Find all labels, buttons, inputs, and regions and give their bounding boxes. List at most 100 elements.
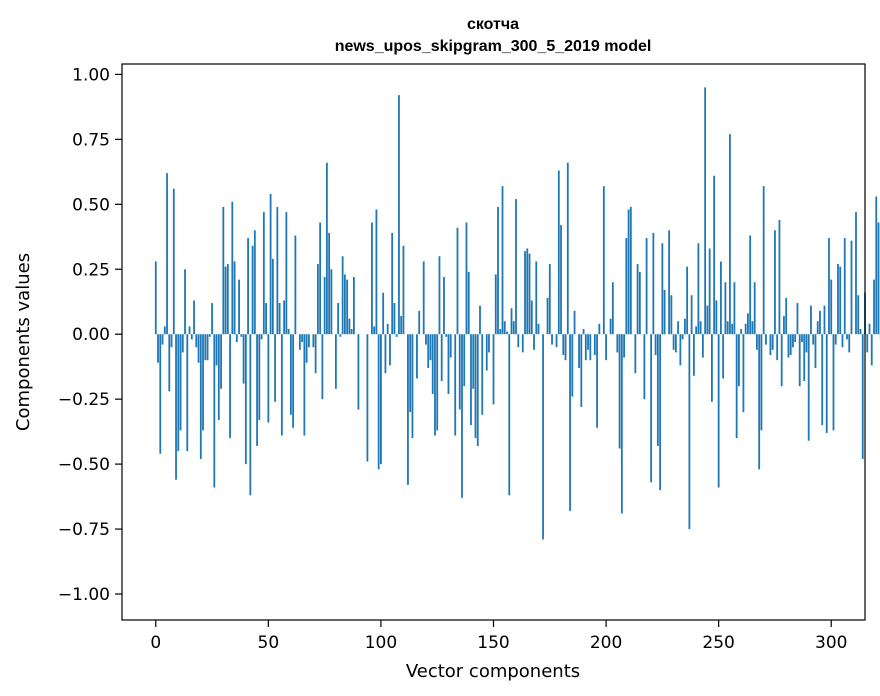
bar-305 bbox=[841, 334, 844, 348]
bar-47 bbox=[260, 334, 263, 340]
bar-266 bbox=[753, 282, 756, 335]
x-tick-label: 300 bbox=[815, 633, 847, 653]
bar-85 bbox=[346, 279, 349, 335]
bar-117 bbox=[418, 310, 421, 335]
bar-221 bbox=[652, 232, 655, 335]
bar-286 bbox=[798, 334, 801, 387]
bar-13 bbox=[184, 269, 186, 335]
bar-136 bbox=[461, 334, 463, 498]
bar-78 bbox=[330, 269, 333, 335]
bar-240 bbox=[695, 326, 698, 335]
bar-230 bbox=[672, 334, 675, 350]
bar-49 bbox=[265, 303, 267, 335]
bar-259 bbox=[738, 334, 740, 387]
bar-109 bbox=[400, 316, 403, 335]
x-tick-label: 150 bbox=[477, 633, 509, 653]
bar-261 bbox=[742, 334, 745, 413]
bar-288 bbox=[803, 334, 806, 381]
bar-285 bbox=[796, 303, 799, 335]
bar-25 bbox=[211, 303, 213, 335]
bar-295 bbox=[819, 310, 821, 335]
bar-16 bbox=[190, 334, 193, 340]
bar-268 bbox=[758, 334, 761, 470]
bar-250 bbox=[717, 334, 720, 488]
bar-0 bbox=[154, 261, 157, 335]
bar-27 bbox=[215, 334, 218, 366]
chart-title: скотча bbox=[467, 16, 519, 33]
bar-287 bbox=[801, 334, 803, 342]
bar-120 bbox=[425, 334, 427, 345]
bar-184 bbox=[569, 334, 571, 511]
bar-185 bbox=[571, 334, 574, 397]
bar-196 bbox=[596, 334, 598, 428]
bar-18 bbox=[195, 334, 198, 348]
bar-253 bbox=[724, 282, 727, 335]
bar-53 bbox=[274, 334, 276, 402]
bar-174 bbox=[546, 297, 549, 335]
bar-101 bbox=[382, 292, 385, 335]
bar-164 bbox=[524, 251, 526, 335]
bar-298 bbox=[825, 334, 828, 433]
bar-50 bbox=[267, 334, 270, 423]
bar-193 bbox=[589, 334, 592, 361]
bar-175 bbox=[548, 264, 551, 335]
bar-44 bbox=[253, 230, 256, 335]
bar-265 bbox=[751, 321, 754, 335]
bar-110 bbox=[402, 245, 405, 335]
bar-74 bbox=[321, 334, 324, 400]
bar-28 bbox=[217, 334, 220, 420]
bar-161 bbox=[517, 334, 520, 348]
bar-21 bbox=[202, 334, 204, 431]
bar-289 bbox=[805, 334, 808, 353]
bar-88 bbox=[353, 277, 355, 335]
bar-195 bbox=[593, 334, 596, 355]
bar-306 bbox=[843, 238, 846, 335]
bar-258 bbox=[735, 334, 738, 439]
y-tick-label: 1.00 bbox=[72, 65, 110, 85]
y-axis-label: Components values bbox=[13, 253, 34, 431]
bar-84 bbox=[344, 274, 346, 335]
x-axis-label: Vector components bbox=[406, 661, 580, 682]
x-tick-label: 200 bbox=[590, 633, 622, 653]
bar-15 bbox=[188, 326, 191, 335]
bar-56 bbox=[280, 334, 283, 436]
bar-60 bbox=[289, 334, 292, 415]
bar-30 bbox=[222, 206, 225, 335]
bar-264 bbox=[749, 235, 752, 335]
y-tick-label: −1.00 bbox=[58, 585, 110, 605]
bar-143 bbox=[476, 334, 479, 446]
bar-220 bbox=[650, 334, 653, 483]
bar-142 bbox=[474, 334, 477, 439]
bar-35 bbox=[233, 261, 236, 335]
bar-278 bbox=[780, 334, 783, 387]
chart-subtitle: news_upos_skipgram_300_5_2019 model bbox=[335, 38, 652, 55]
bar-214 bbox=[636, 264, 639, 335]
bar-267 bbox=[756, 334, 758, 350]
bar-135 bbox=[458, 334, 461, 410]
bar-308 bbox=[848, 334, 851, 353]
bar-217 bbox=[643, 334, 646, 400]
bar-182 bbox=[564, 334, 567, 361]
x-tick-label: 100 bbox=[365, 633, 397, 653]
bar-2 bbox=[159, 334, 162, 454]
bar-24 bbox=[208, 334, 211, 337]
bar-31 bbox=[224, 266, 227, 335]
bar-165 bbox=[526, 248, 529, 335]
bar-157 bbox=[508, 334, 511, 496]
bar-96 bbox=[371, 222, 373, 335]
bar-128 bbox=[443, 277, 445, 335]
bar-103 bbox=[386, 323, 389, 335]
bar-40 bbox=[244, 334, 247, 465]
bar-239 bbox=[692, 334, 695, 376]
bar-301 bbox=[832, 334, 835, 431]
bar-64 bbox=[298, 334, 301, 350]
bar-26 bbox=[213, 334, 216, 488]
bar-6 bbox=[168, 334, 171, 392]
bar-48 bbox=[262, 212, 265, 335]
bar-168 bbox=[533, 334, 535, 350]
bar-282 bbox=[789, 334, 792, 355]
bar-71 bbox=[314, 334, 317, 374]
bar-32 bbox=[226, 264, 229, 335]
bar-134 bbox=[456, 227, 459, 335]
bar-247 bbox=[711, 334, 713, 402]
